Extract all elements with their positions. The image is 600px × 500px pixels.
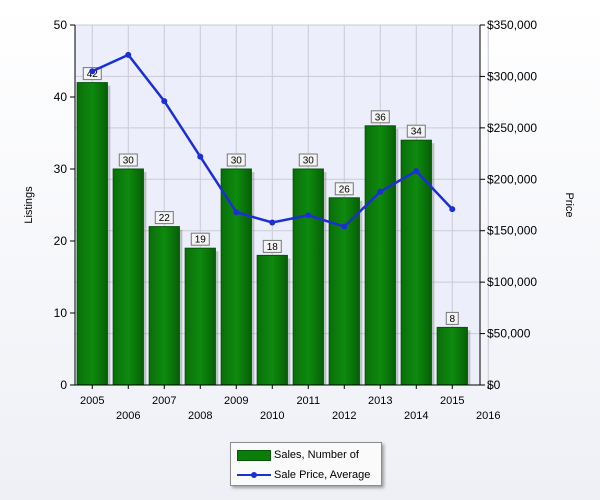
bar: [184, 247, 216, 386]
x-tick-label: 2013: [368, 395, 392, 407]
legend-entry-price: Sale Price, Average: [237, 467, 381, 483]
price-point: [233, 209, 240, 216]
data-label: 36: [375, 112, 387, 123]
data-label: 30: [123, 156, 135, 167]
y2-tick-label: $150,000: [487, 224, 537, 238]
x-tick-label: 2014: [404, 410, 428, 422]
price-point: [377, 188, 384, 195]
y-tick-label: 10: [54, 306, 68, 320]
data-label: 30: [303, 156, 315, 167]
x-tick-label: 2010: [260, 410, 284, 422]
data-label-box: [154, 211, 174, 225]
bar: [148, 226, 180, 386]
legend: Sales, Number of Sale Price, Average: [230, 442, 382, 486]
y-axis-title: Listings: [23, 186, 35, 224]
price-point: [197, 153, 204, 160]
data-label: 22: [159, 213, 171, 224]
legend-swatch-line: [237, 470, 271, 480]
y-tick-label: 30: [54, 162, 68, 176]
bar: [292, 168, 324, 386]
price-point: [89, 68, 96, 75]
price-point: [413, 168, 420, 175]
legend-label-price: Sale Price, Average: [274, 469, 371, 481]
bar: [76, 82, 108, 386]
price-point: [341, 223, 348, 230]
data-label-box: [262, 239, 282, 253]
data-label: 34: [411, 127, 423, 138]
bar: [256, 254, 288, 386]
data-label: 42: [87, 69, 99, 80]
y2-tick-label: $200,000: [487, 172, 537, 186]
bar: [436, 326, 468, 386]
y-tick-label: 0: [60, 378, 67, 392]
legend-label-sales: Sales, Number of: [274, 449, 359, 461]
data-label-box: [370, 110, 390, 124]
data-label: 8: [449, 314, 455, 325]
y2-tick-label: $0: [487, 378, 501, 392]
x-tick-label: 2006: [116, 410, 140, 422]
y2-tick-label: $50,000: [487, 327, 531, 341]
x-tick-label: 2015: [440, 395, 464, 407]
line-series: [89, 51, 456, 230]
y-tick-label: 20: [54, 234, 68, 248]
price-point: [449, 206, 456, 213]
bar: [328, 197, 360, 386]
data-label: 19: [195, 235, 207, 246]
legend-swatch-bar: [237, 449, 271, 461]
x-tick-label: 2008: [188, 410, 212, 422]
y-tick-label: 50: [54, 18, 68, 32]
price-point: [269, 219, 276, 226]
data-label: 26: [339, 184, 351, 195]
price-point: [125, 51, 132, 58]
data-label: 18: [267, 242, 279, 253]
x-tick-label: 2009: [224, 395, 248, 407]
axes: $0 $50,000 $100,000 $150,000 $200,000 $250,00…: [54, 18, 538, 422]
bar: [220, 168, 252, 386]
bar: [364, 125, 396, 386]
x-tick-label: 2016: [476, 410, 500, 422]
bar: [112, 168, 144, 386]
price-point: [305, 212, 312, 219]
x-tick-label: 2005: [80, 395, 104, 407]
data-label-box: [445, 311, 459, 325]
data-label-box: [118, 153, 138, 167]
y2-axis-title: Price: [563, 192, 575, 217]
y-tick-label: 40: [54, 90, 68, 104]
data-label: 30: [231, 156, 243, 167]
y2-tick-label: $350,000: [487, 18, 537, 32]
x-tick-label: 2011: [296, 395, 320, 407]
x-tick-label: 2007: [152, 395, 176, 407]
y2-tick-label: $250,000: [487, 121, 537, 135]
data-label-box: [298, 153, 318, 167]
data-label-box: [190, 232, 210, 246]
bar-series: 42 30 22 19 30 18 30 26 36 34 8: [76, 67, 471, 386]
data-label-box: [334, 182, 354, 196]
data-label-box: [406, 124, 426, 138]
y2-tick-label: $300,000: [487, 69, 537, 83]
x-tick-label: 2012: [332, 410, 356, 422]
price-point: [161, 98, 168, 105]
legend-entry-sales: Sales, Number of: [237, 447, 381, 463]
data-label-box: [226, 153, 246, 167]
y2-tick-label: $100,000: [487, 275, 537, 289]
